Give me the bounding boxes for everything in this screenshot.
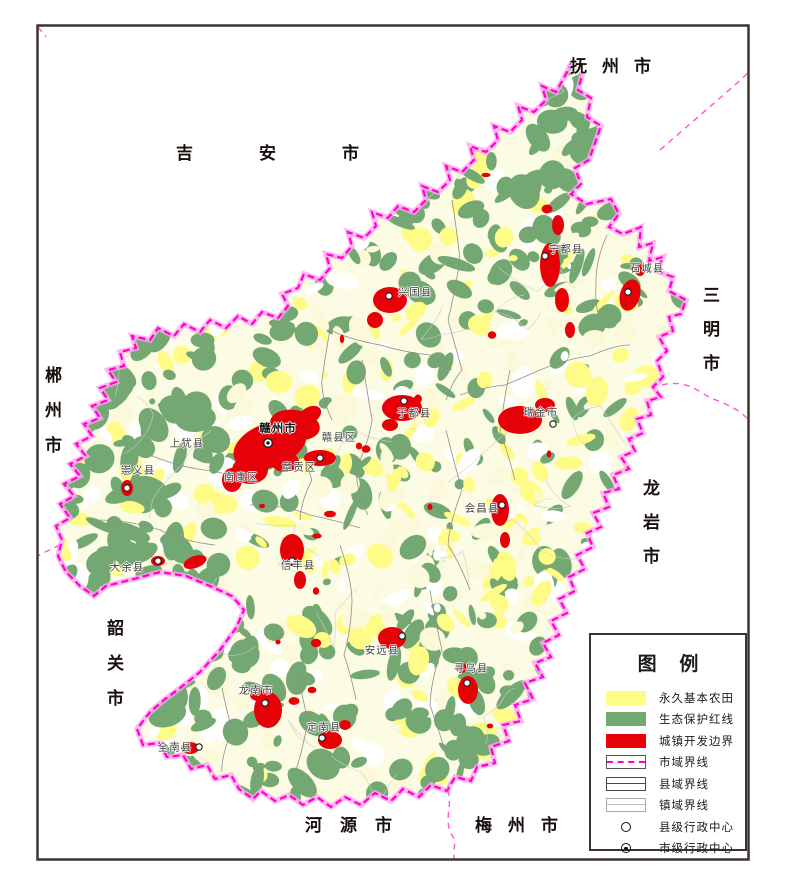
county-center-marker [316,454,324,462]
legend-item-urban: 城镇开发边界 [591,730,745,752]
county-center-marker [498,501,506,509]
legend-item-label: 镇域界线 [659,800,709,813]
city-boundary-swatch [606,755,646,770]
county-center-marker [624,288,632,296]
ecological-swatch [606,712,646,727]
legend-panel: 图 例 永久基本农田 生态保护红线 城镇开发边界 市域界线县域界线镇域界线县级行政中心… [589,633,747,855]
legend-item-city-boundary: 市域界线 [591,752,745,774]
legend-item-city-center: 市级行政中心 [591,838,745,860]
county-center-marker [288,557,296,565]
legend-item-label: 生态保护红线 [659,714,734,727]
legend-item-label: 县级行政中心 [659,821,734,834]
county-center-marker [154,557,162,565]
urban-swatch [606,733,646,748]
county-center-marker [398,632,406,640]
city-center-swatch [606,841,646,855]
legend-item-label: 永久基本农田 [659,692,734,705]
farmland-swatch [606,690,646,705]
region-boundary [52,55,690,811]
town-boundary-swatch [606,798,646,813]
county-center-marker [549,420,557,428]
legend-item-label: 城镇开发边界 [659,735,734,748]
legend-item-list: 永久基本农田 生态保护红线 城镇开发边界 市域界线县域界线镇域界线县级行政中心 市级行政… [591,687,745,859]
legend-item-label: 市域界线 [659,757,709,770]
county-center-marker [541,252,549,260]
legend-title: 图 例 [637,654,708,675]
county-boundary-swatch [606,776,646,791]
county-center-marker [400,397,408,405]
urban-development-patches [121,131,645,754]
county-center-marker [385,292,393,300]
legend-item-county-boundary: 县域界线 [591,773,745,795]
county-center-marker [195,743,203,751]
admin-center-markers [123,252,632,751]
county-center-marker [318,734,326,742]
county-center-marker [261,699,269,707]
map-frame [36,24,750,861]
legend-item-label: 市级行政中心 [659,843,734,856]
legend-item-label: 县域界线 [659,778,709,791]
county-center-swatch [606,820,646,834]
county-center-marker [123,484,131,492]
legend-item-county-center: 县级行政中心 [591,816,745,838]
legend-item-ecological: 生态保护红线 [591,709,745,731]
legend-item-farmland: 永久基本农田 [591,687,745,709]
neighbor-city-boundaries [37,26,750,861]
legend-item-town-boundary: 镇域界线 [591,795,745,817]
county-center-marker [463,679,471,687]
